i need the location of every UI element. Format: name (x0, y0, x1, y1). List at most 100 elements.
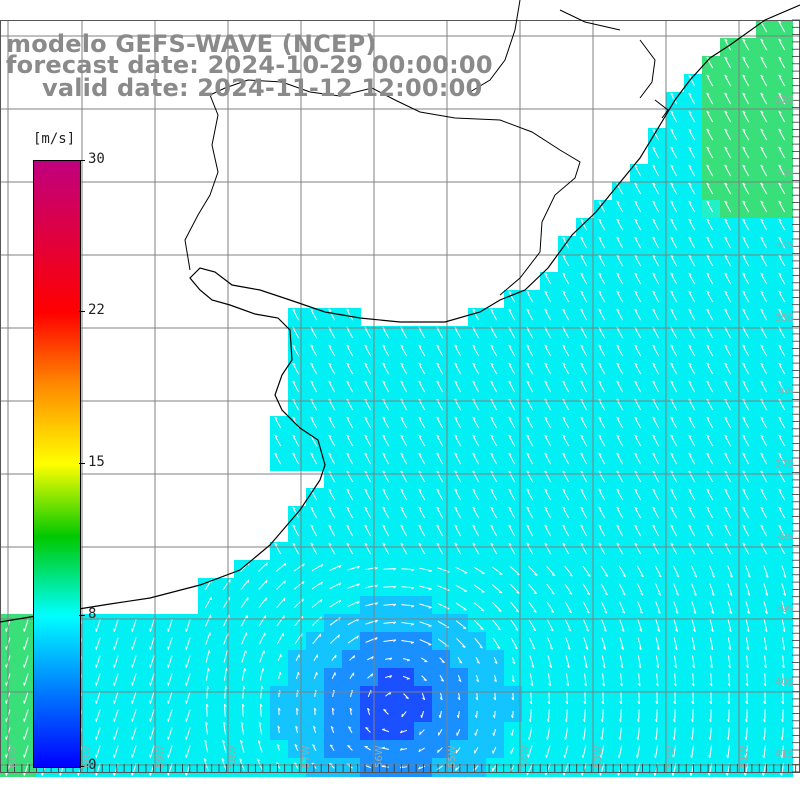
wind-speed-cell (198, 650, 217, 669)
wind-arrow (584, 691, 586, 705)
wind-arrow-head (711, 593, 715, 596)
wind-arrow-head (185, 628, 187, 632)
wind-arrow (402, 658, 410, 661)
wind-arrow (727, 637, 732, 650)
wind-arrow-head (742, 38, 746, 42)
wind-speed-cell (774, 740, 793, 759)
wind-arrow (259, 668, 264, 681)
wind-arrow (328, 434, 336, 447)
wind-arrow (331, 654, 337, 661)
wind-arrow-head (620, 665, 624, 669)
wind-speed-cell (576, 722, 595, 741)
wind-arrow-head (364, 542, 368, 546)
wind-arrow (400, 344, 408, 357)
wind-arrow (367, 690, 372, 698)
wind-arrow-head (744, 754, 747, 759)
wind-arrow-head (346, 398, 350, 402)
wind-speed-cell (594, 704, 613, 723)
wind-speed-cell (558, 758, 577, 777)
wind-arrow (530, 691, 533, 705)
wind-arrow (401, 711, 407, 718)
wind-arrow (364, 362, 372, 375)
wind-arrow (706, 254, 714, 267)
wind-arrow-head (346, 452, 350, 456)
wind-arrow (688, 182, 696, 195)
wind-arrow (692, 673, 695, 687)
wind-arrow-head (454, 380, 458, 384)
wind-arrow-head (277, 725, 281, 729)
wind-arrow (724, 254, 732, 267)
wind-arrow-head (292, 380, 296, 384)
coastline-main (0, 4, 800, 623)
wind-arrow-head (783, 575, 787, 578)
wind-arrow-head (763, 683, 767, 687)
wind-arrow-head (328, 416, 332, 420)
wind-arrow (292, 434, 300, 447)
wind-arrow-head (5, 700, 7, 704)
wind-arrow-head (616, 398, 620, 402)
wind-arrow (529, 637, 536, 650)
wind-arrow (778, 110, 786, 123)
wind-speed-cell (198, 686, 217, 705)
wind-arrow-head (551, 610, 555, 613)
wind-arrow (781, 565, 787, 578)
wind-arrow-head (546, 736, 548, 741)
wind-arrow-head (149, 700, 151, 704)
wind-arrow (454, 434, 462, 447)
wind-arrow (598, 524, 606, 537)
wind-arrow (401, 586, 415, 589)
wind-arrow (365, 566, 378, 571)
wind-arrow-head (562, 344, 566, 348)
wind-arrow-head (568, 628, 572, 632)
wind-arrow (652, 272, 660, 285)
wind-arrow (258, 562, 268, 572)
wind-arrow-head (692, 647, 696, 651)
wind-arrow (760, 506, 768, 519)
wind-arrow (259, 650, 265, 663)
wind-speed-cell (234, 632, 253, 651)
wind-speed-cell (504, 722, 523, 741)
wind-arrow (223, 722, 227, 735)
wind-arrow (418, 416, 426, 429)
wind-arrow-head (706, 380, 710, 384)
wind-arrow-head (418, 452, 422, 456)
wind-arrow-head (382, 542, 386, 546)
wind-arrow (564, 745, 569, 758)
wind-arrow-head (508, 290, 512, 294)
wind-arrow (508, 290, 516, 303)
wind-arrow (313, 654, 318, 661)
wind-arrow-head (346, 416, 350, 420)
wind-arrow-head (688, 182, 692, 186)
wind-arrow-head (706, 452, 710, 456)
wind-arrow-head (439, 697, 443, 701)
wind-arrow-head (490, 452, 494, 456)
wind-arrow (529, 655, 535, 668)
wind-arrow (113, 709, 119, 722)
wind-arrow (529, 709, 532, 723)
wind-arrow (383, 709, 389, 715)
wind-arrow (419, 621, 432, 627)
wind-arrow (634, 308, 642, 321)
wind-arrow (706, 200, 714, 213)
wind-arrow (149, 655, 155, 668)
wind-arrow (329, 763, 335, 769)
wind-arrow (328, 380, 336, 393)
model-name-title: modelo GEFS-WAVE (NCEP) (6, 30, 377, 58)
river-plate-inner-shore (184, 79, 581, 296)
wind-arrow-head (113, 646, 115, 650)
wind-arrow (436, 326, 444, 339)
wind-arrow-head (724, 308, 728, 312)
wind-speed-cell (450, 704, 469, 723)
wind-arrow (580, 470, 588, 483)
wind-arrow-head (526, 452, 530, 456)
wind-speed-cell (108, 650, 127, 669)
wind-arrow-head (634, 380, 638, 384)
wind-speed-cell (630, 704, 649, 723)
wind-speed-cell (180, 686, 199, 705)
wind-arrow (742, 128, 750, 141)
wind-arrow (490, 344, 498, 357)
wind-arrow-head (652, 236, 656, 240)
wind-arrow-head (742, 542, 746, 546)
wind-arrow-head (508, 308, 512, 312)
wind-arrow-head (492, 732, 495, 736)
